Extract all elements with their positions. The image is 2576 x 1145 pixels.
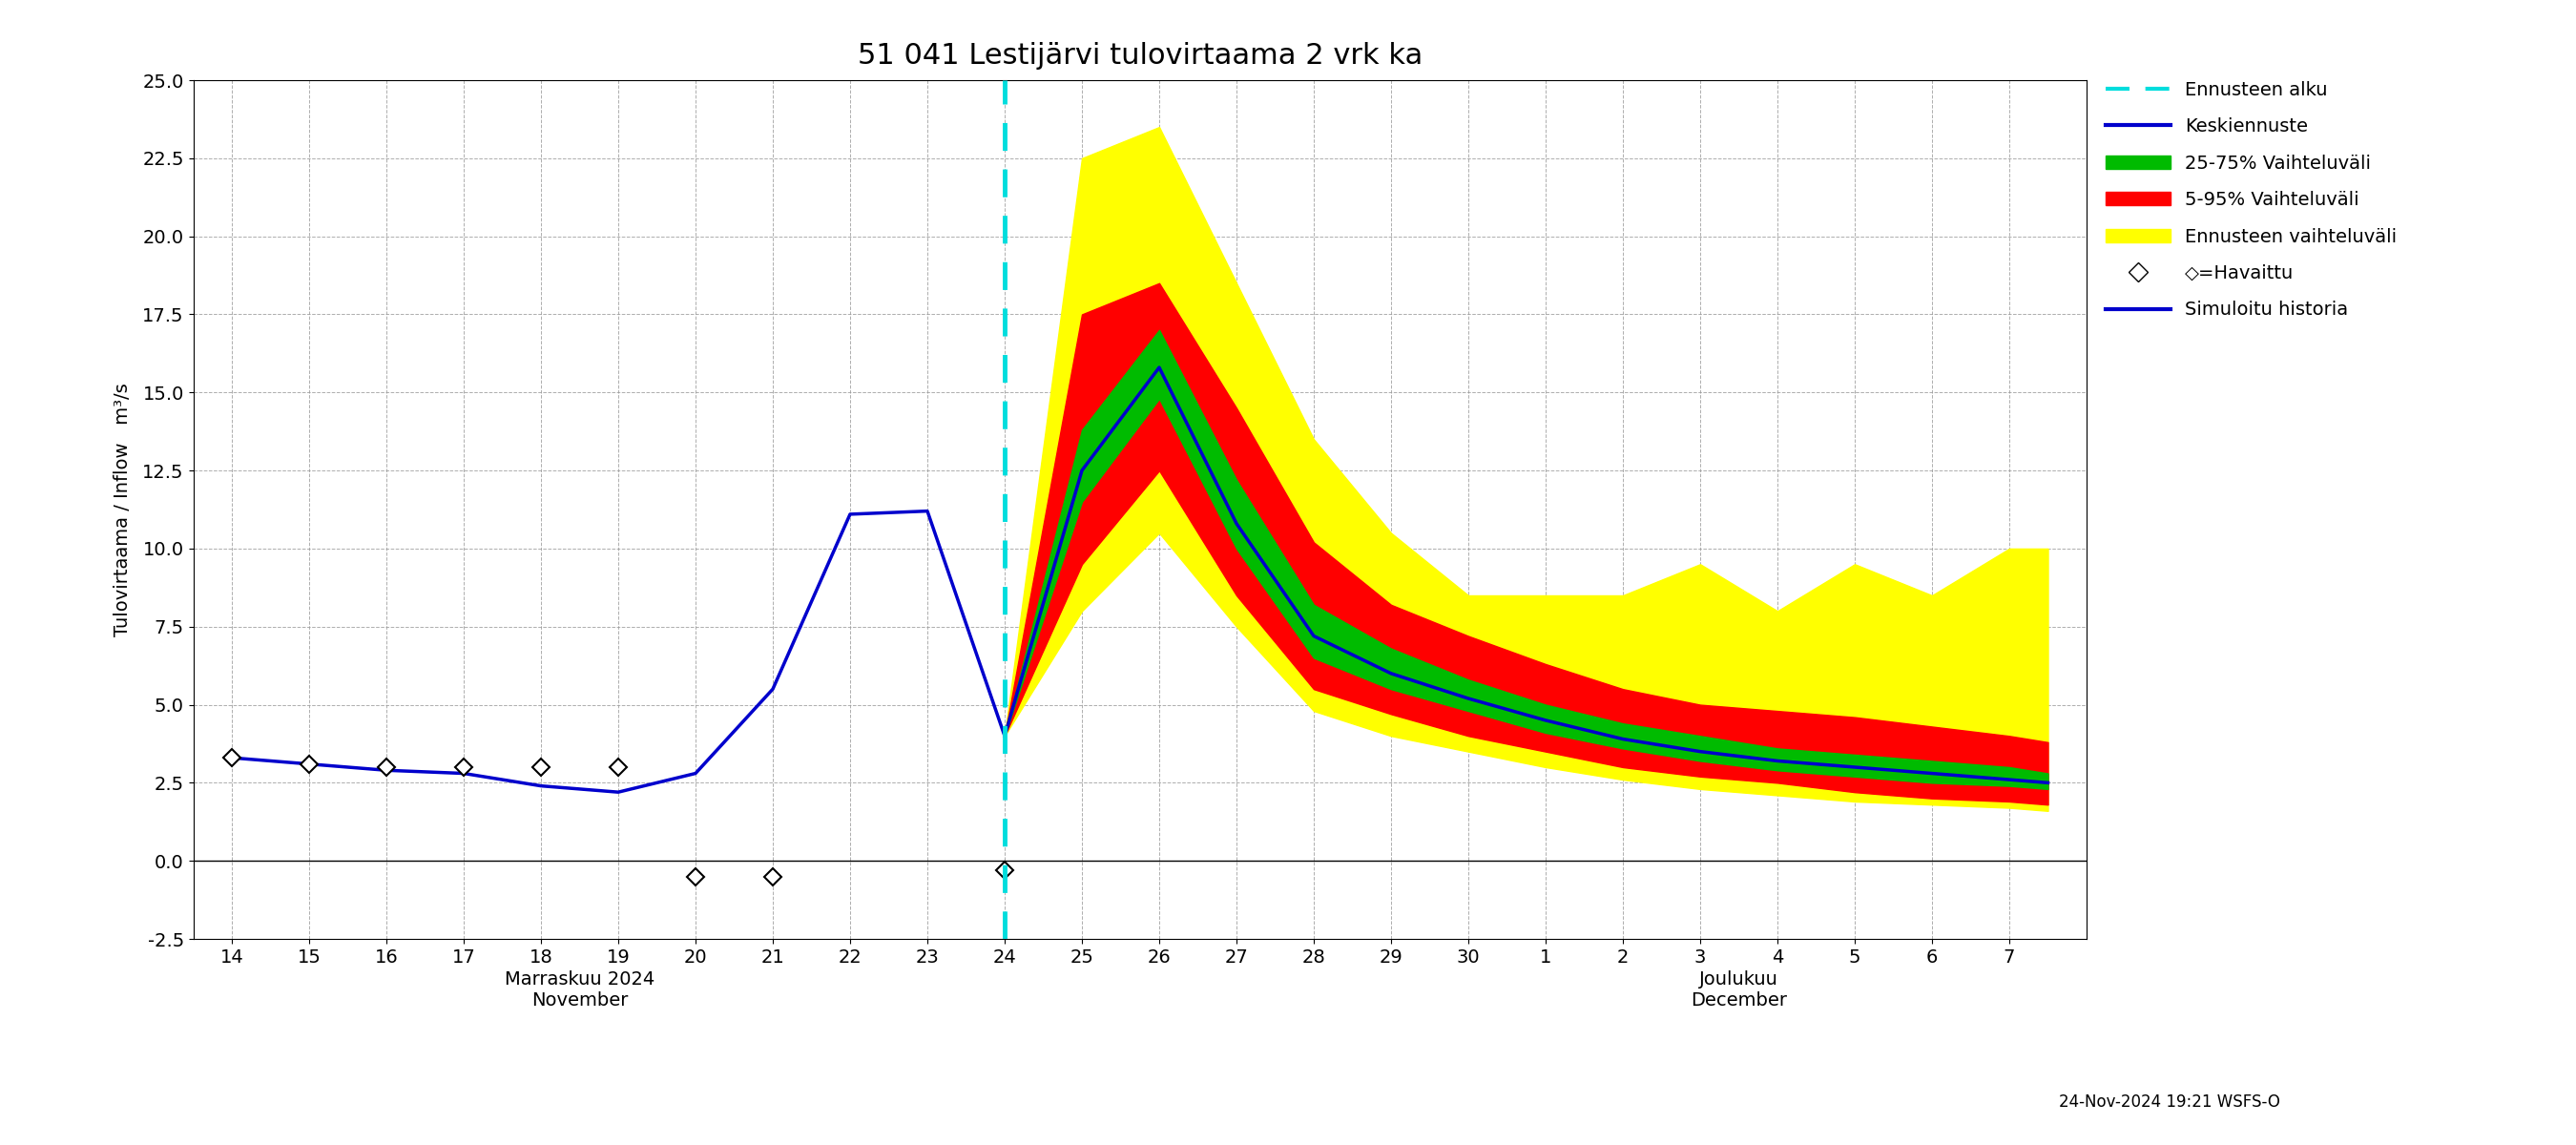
Text: 24-Nov-2024 19:21 WSFS-O: 24-Nov-2024 19:21 WSFS-O (2058, 1093, 2280, 1111)
Text: Joulukuu
December: Joulukuu December (1690, 970, 1788, 1009)
Y-axis label: Tulovirtaama / Inflow   m³/s: Tulovirtaama / Inflow m³/s (113, 382, 131, 637)
Title: 51 041 Lestijärvi tulovirtaama 2 vrk ka: 51 041 Lestijärvi tulovirtaama 2 vrk ka (858, 42, 1422, 70)
Text: Marraskuu 2024
November: Marraskuu 2024 November (505, 970, 654, 1009)
Legend: Ennusteen alku, Keskiennuste, 25-75% Vaihteluväli, 5-95% Vaihteluväli, Ennusteen: Ennusteen alku, Keskiennuste, 25-75% Vai… (2105, 81, 2398, 319)
